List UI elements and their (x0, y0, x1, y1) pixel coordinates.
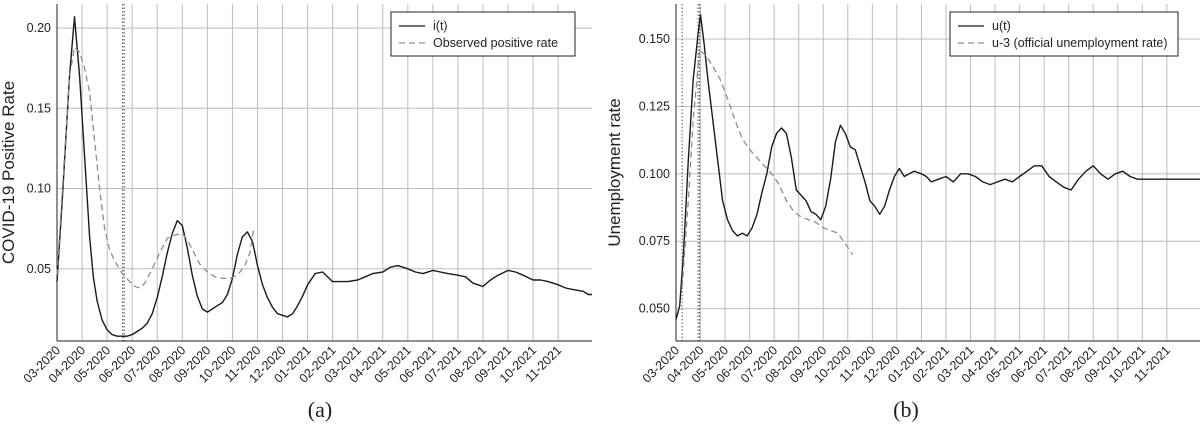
y-tick-label: 0.100 (639, 167, 670, 181)
y-tick-label: 0.05 (27, 262, 51, 276)
y-tick-label: 0.075 (639, 234, 670, 248)
panel-a-caption: (a) (308, 397, 332, 422)
series-line-solid (56, 16, 592, 337)
y-tick-label: 0.150 (639, 32, 670, 46)
legend: i(t) Observed positive rate (390, 11, 576, 57)
panel-a: 0.050.100.150.2003-202004-202005-202006-… (0, 4, 592, 386)
legend-box (949, 11, 1179, 57)
panel-b: 0.0500.0750.1000.1250.15003-202004-20200… (605, 4, 1200, 386)
y-tick-label: 0.125 (639, 99, 670, 113)
y-axis-label: Unemployment rate (605, 98, 624, 246)
legend: u(t) u-3 (official unemployment rate) (949, 11, 1179, 57)
legend-label: Observed positive rate (433, 36, 558, 50)
y-axis-label: COVID-19 Positive Rate (0, 81, 18, 264)
legend-label: u(t) (992, 19, 1011, 33)
y-tick-label: 0.10 (27, 182, 51, 196)
series-line-dashed (56, 46, 255, 289)
legend-box (390, 11, 576, 57)
panel-b-caption: (b) (893, 397, 919, 422)
legend-label: u-3 (official unemployment rate) (992, 36, 1168, 50)
y-tick-label: 0.15 (27, 101, 51, 115)
y-tick-label: 0.050 (639, 302, 670, 316)
legend-label: i(t) (433, 19, 448, 33)
series-line-solid (675, 14, 1200, 320)
series-line-dashed (681, 49, 854, 288)
y-tick-label: 0.20 (27, 21, 51, 35)
